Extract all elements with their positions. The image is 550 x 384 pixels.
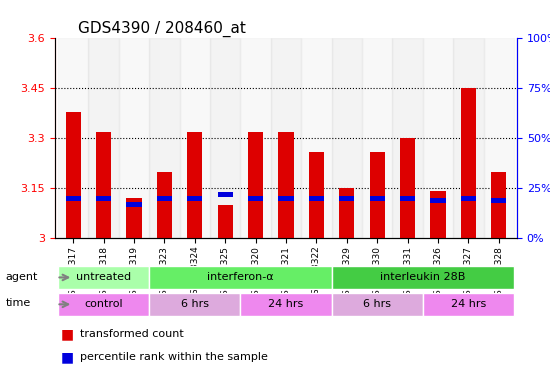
FancyBboxPatch shape: [149, 293, 240, 316]
Bar: [218, 192, 233, 197]
Bar: [309, 196, 324, 201]
Bar: [65, 196, 81, 201]
Text: GDS4390 / 208460_at: GDS4390 / 208460_at: [78, 21, 246, 37]
Text: untreated: untreated: [76, 272, 131, 283]
Bar: [483, 38, 514, 238]
Bar: [96, 196, 111, 201]
FancyBboxPatch shape: [58, 266, 149, 289]
Text: 6 hrs: 6 hrs: [363, 299, 391, 310]
Text: control: control: [84, 299, 123, 310]
Bar: [187, 132, 202, 238]
Text: 24 hrs: 24 hrs: [451, 299, 486, 310]
Bar: [210, 38, 240, 238]
Bar: [453, 38, 483, 238]
Bar: [157, 172, 172, 238]
Bar: [423, 38, 453, 238]
Bar: [370, 196, 385, 201]
Bar: [339, 196, 354, 201]
Bar: [126, 202, 142, 207]
Bar: [157, 196, 172, 201]
Bar: [218, 205, 233, 238]
Bar: [187, 196, 202, 201]
FancyBboxPatch shape: [240, 293, 332, 316]
FancyBboxPatch shape: [149, 266, 332, 289]
FancyBboxPatch shape: [58, 293, 149, 316]
Bar: [309, 152, 324, 238]
Bar: [332, 38, 362, 238]
FancyBboxPatch shape: [332, 266, 514, 289]
Bar: [491, 198, 507, 203]
Bar: [461, 88, 476, 238]
Bar: [430, 192, 446, 238]
Text: time: time: [6, 298, 31, 308]
Text: ■: ■: [60, 327, 74, 341]
FancyBboxPatch shape: [332, 293, 423, 316]
Bar: [400, 196, 415, 201]
Bar: [278, 132, 294, 238]
Bar: [339, 188, 354, 238]
Bar: [89, 38, 119, 238]
Text: interleukin 28B: interleukin 28B: [380, 272, 465, 283]
Text: agent: agent: [6, 272, 38, 282]
Bar: [240, 38, 271, 238]
Bar: [301, 38, 332, 238]
Text: 24 hrs: 24 hrs: [268, 299, 304, 310]
Bar: [370, 152, 385, 238]
Bar: [65, 112, 81, 238]
Bar: [248, 132, 263, 238]
Text: transformed count: transformed count: [80, 329, 184, 339]
Text: 6 hrs: 6 hrs: [181, 299, 209, 310]
Bar: [126, 198, 142, 238]
Bar: [149, 38, 180, 238]
Bar: [119, 38, 149, 238]
Bar: [461, 196, 476, 201]
Bar: [271, 38, 301, 238]
Bar: [248, 196, 263, 201]
Text: interferon-α: interferon-α: [207, 272, 274, 283]
Bar: [96, 132, 111, 238]
FancyBboxPatch shape: [423, 293, 514, 316]
Bar: [180, 38, 210, 238]
Bar: [392, 38, 423, 238]
Bar: [278, 196, 294, 201]
Text: percentile rank within the sample: percentile rank within the sample: [80, 352, 268, 362]
Bar: [58, 38, 89, 238]
Text: ■: ■: [60, 350, 74, 364]
Bar: [362, 38, 392, 238]
Bar: [491, 172, 507, 238]
Bar: [400, 138, 415, 238]
Bar: [430, 198, 446, 203]
